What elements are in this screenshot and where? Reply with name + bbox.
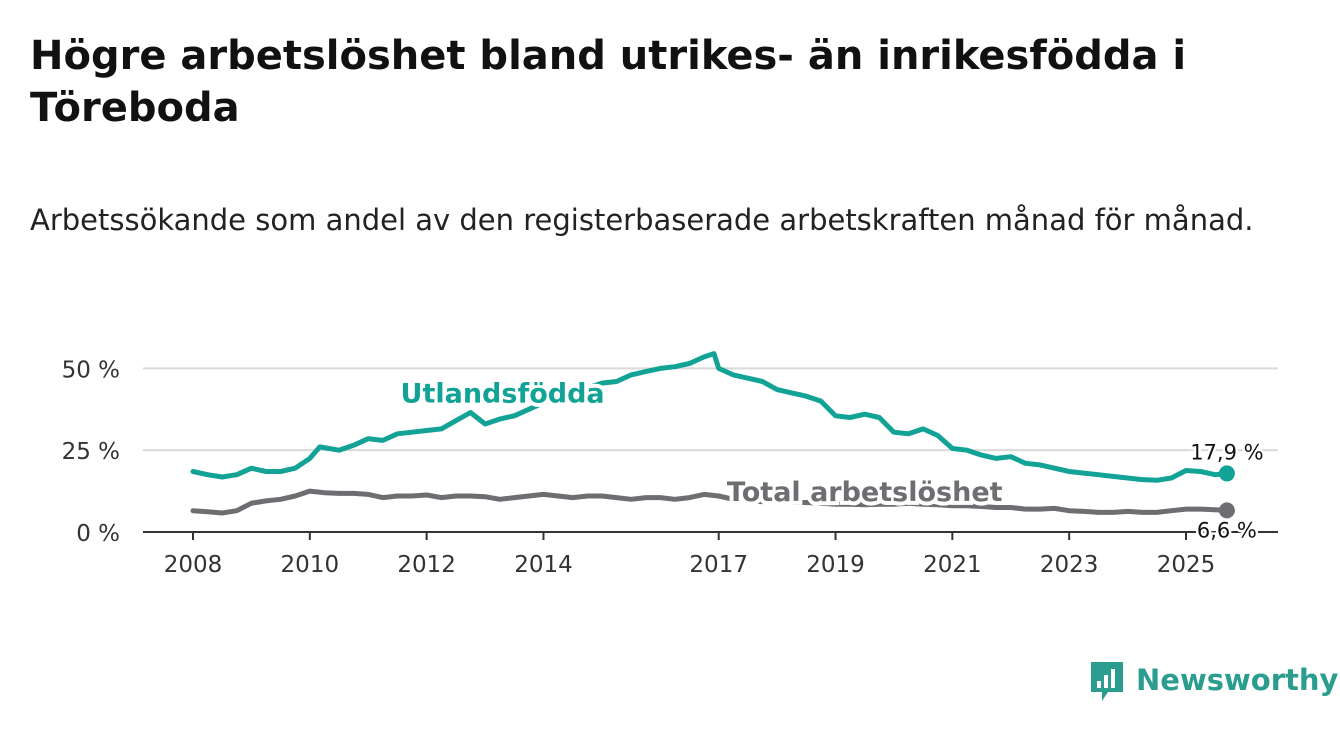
x-tick-label: 2012 [397, 552, 456, 578]
x-tick-label: 2014 [514, 552, 573, 578]
y-tick-label: 0 % [76, 521, 120, 547]
x-tick-label: 2019 [806, 552, 865, 578]
brand-name: Newsworthy [1136, 663, 1339, 697]
x-tick-label: 2023 [1040, 552, 1099, 578]
chart-labels: 17,9 % 6,6 % Utlandsfödda Total arbetslöshe… [397, 375, 1267, 545]
newsworthy-logo: Newsworthy [1088, 660, 1338, 706]
series-name-label: Total arbetslöshet [727, 477, 1003, 508]
end-value-label: 6,6 % [1197, 518, 1257, 542]
x-tick-label: 2008 [164, 552, 223, 578]
series-name-label: Utlandsfödda [401, 379, 605, 410]
gridlines [143, 367, 1278, 452]
end-point-marker [1218, 502, 1235, 519]
series-line-utlandsfodda [190, 351, 1230, 483]
page-subtitle: Arbetssökande som andel av den registerb… [30, 203, 1254, 237]
bar-chart-icon [1091, 662, 1123, 701]
page-title: Högre arbetslöshet bland utrikes- än inr… [30, 33, 1187, 131]
y-tick-label: 25 % [62, 439, 120, 465]
x-tick-label: 2017 [689, 552, 748, 578]
x-tick-label: 2021 [923, 552, 982, 578]
y-tick-label: 50 % [62, 357, 120, 383]
end-point-marker [1218, 465, 1235, 482]
series-lines [190, 351, 1235, 519]
x-tick-label: 2025 [1157, 552, 1216, 578]
x-tick-label: 2010 [281, 552, 340, 578]
end-value-label: 17,9 % [1190, 440, 1263, 464]
line-chart: 0 % 25 % 50 % 2008 2010 2012 2014 2017 2019 2021 2… [62, 351, 1278, 578]
series-line-total [190, 488, 1230, 516]
axes: 0 % 25 % 50 % 2008 2010 2012 2014 2017 2019 2021 2… [62, 357, 1278, 578]
